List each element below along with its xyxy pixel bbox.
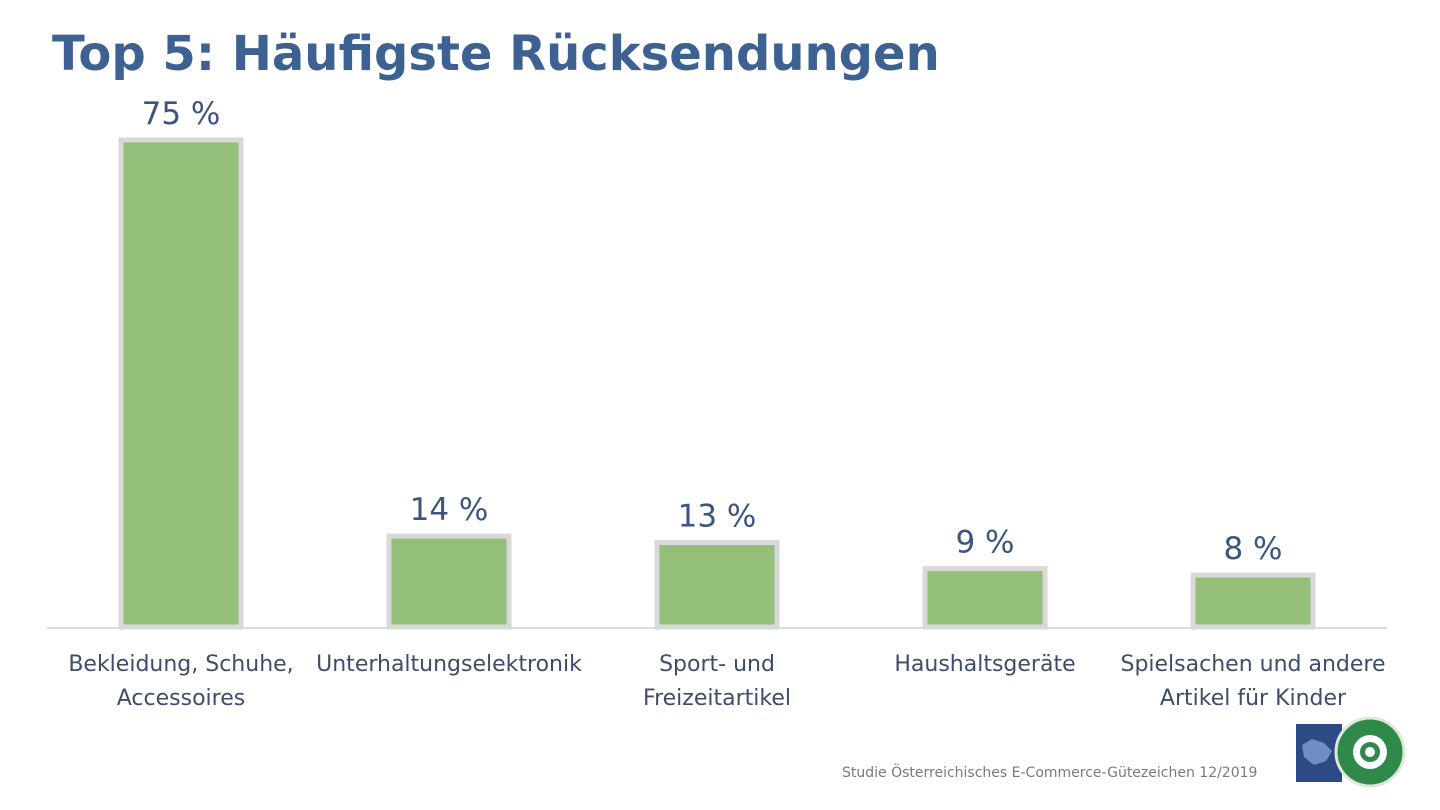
value-label: 75 % [142,96,221,132]
value-label: 13 % [678,499,757,535]
bar [922,566,1048,630]
value-label: 14 % [410,492,489,528]
bar [386,533,512,630]
logo [1296,716,1406,788]
x-tick-label: Bekleidung, Schuhe, Accessoires [68,652,294,711]
x-tick-label: Unterhaltungselektronik [316,652,582,677]
bar [1190,572,1316,630]
value-label: 9 % [955,525,1014,561]
source-note: Studie Österreichisches E-Commerce-Gütez… [842,765,1258,781]
x-tick-label: Sport- und Freizeitartikel [643,652,791,711]
chart-title: Top 5: Häufigste Rücksendungen [52,26,940,82]
value-label: 8 % [1223,531,1282,567]
bar [654,540,780,630]
bar [118,137,244,630]
x-tick-label: Spielsachen und andere Artikel für Kinde… [1120,652,1386,711]
x-tick-label: Haushaltsgeräte [894,652,1076,677]
